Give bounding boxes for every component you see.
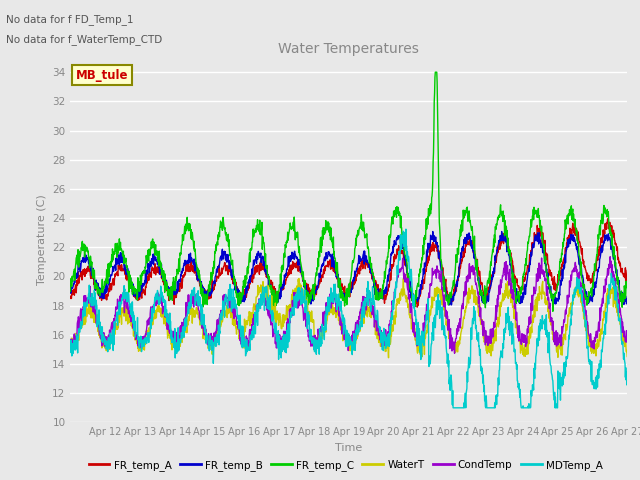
- WaterT: [324, 311, 332, 317]
- FR_temp_A: [67, 295, 74, 301]
- CondTemp: [451, 350, 458, 356]
- FR_temp_B: [617, 291, 625, 297]
- Line: MDTemp_A: MDTemp_A: [70, 229, 627, 408]
- Line: FR_temp_C: FR_temp_C: [70, 72, 627, 312]
- FR_temp_B: [67, 287, 74, 292]
- Line: FR_temp_A: FR_temp_A: [70, 219, 627, 307]
- CondTemp: [67, 337, 74, 343]
- MDTemp_A: [481, 398, 488, 404]
- MDTemp_A: [324, 311, 332, 317]
- WaterT: [154, 303, 161, 309]
- FR_temp_A: [604, 216, 611, 222]
- MDTemp_A: [334, 301, 342, 307]
- Title: Water Temperatures: Water Temperatures: [278, 42, 419, 57]
- WaterT: [563, 323, 570, 328]
- CondTemp: [623, 336, 631, 342]
- WaterT: [385, 355, 392, 360]
- MDTemp_A: [449, 405, 457, 411]
- CondTemp: [617, 312, 625, 318]
- FR_temp_C: [324, 224, 332, 230]
- FR_temp_B: [334, 272, 342, 277]
- WaterT: [481, 334, 488, 340]
- WaterT: [295, 276, 303, 281]
- Y-axis label: Temperature (C): Temperature (C): [36, 194, 47, 286]
- WaterT: [335, 317, 342, 323]
- WaterT: [67, 343, 74, 349]
- FR_temp_B: [154, 262, 161, 267]
- FR_temp_B: [410, 302, 417, 308]
- FR_temp_C: [563, 221, 570, 227]
- CondTemp: [481, 325, 488, 331]
- FR_temp_B: [563, 247, 570, 252]
- FR_temp_A: [481, 291, 488, 297]
- FR_temp_C: [431, 69, 439, 75]
- CondTemp: [562, 311, 570, 317]
- Line: WaterT: WaterT: [70, 278, 627, 358]
- WaterT: [623, 354, 631, 360]
- MDTemp_A: [67, 349, 74, 355]
- MDTemp_A: [563, 354, 570, 360]
- FR_temp_A: [413, 304, 421, 310]
- FR_temp_A: [617, 266, 625, 272]
- FR_temp_A: [154, 270, 161, 276]
- CondTemp: [334, 306, 342, 312]
- FR_temp_C: [549, 309, 557, 314]
- FR_temp_B: [481, 301, 488, 307]
- FR_temp_C: [334, 275, 342, 281]
- FR_temp_C: [154, 248, 161, 254]
- FR_temp_B: [623, 294, 631, 300]
- CondTemp: [154, 295, 161, 301]
- MDTemp_A: [623, 370, 631, 375]
- Text: No data for f_WaterTemp_CTD: No data for f_WaterTemp_CTD: [6, 34, 163, 45]
- FR_temp_B: [429, 228, 436, 234]
- WaterT: [617, 316, 625, 322]
- FR_temp_C: [617, 295, 625, 301]
- Text: MB_tule: MB_tule: [76, 69, 129, 82]
- Legend: FR_temp_A, FR_temp_B, FR_temp_C, WaterT, CondTemp, MDTemp_A: FR_temp_A, FR_temp_B, FR_temp_C, WaterT,…: [84, 456, 607, 475]
- FR_temp_B: [324, 254, 332, 260]
- FR_temp_C: [481, 298, 488, 304]
- FR_temp_A: [324, 262, 332, 268]
- MDTemp_A: [617, 324, 625, 330]
- FR_temp_A: [334, 276, 342, 281]
- CondTemp: [606, 254, 614, 260]
- Line: FR_temp_B: FR_temp_B: [70, 231, 627, 305]
- FR_temp_C: [623, 281, 631, 287]
- MDTemp_A: [154, 288, 161, 293]
- Text: No data for f FD_Temp_1: No data for f FD_Temp_1: [6, 14, 134, 25]
- FR_temp_A: [562, 247, 570, 253]
- MDTemp_A: [402, 226, 410, 232]
- FR_temp_C: [67, 288, 74, 294]
- CondTemp: [324, 300, 332, 306]
- X-axis label: Time: Time: [335, 443, 362, 453]
- Line: CondTemp: CondTemp: [70, 257, 627, 353]
- FR_temp_A: [623, 267, 631, 273]
